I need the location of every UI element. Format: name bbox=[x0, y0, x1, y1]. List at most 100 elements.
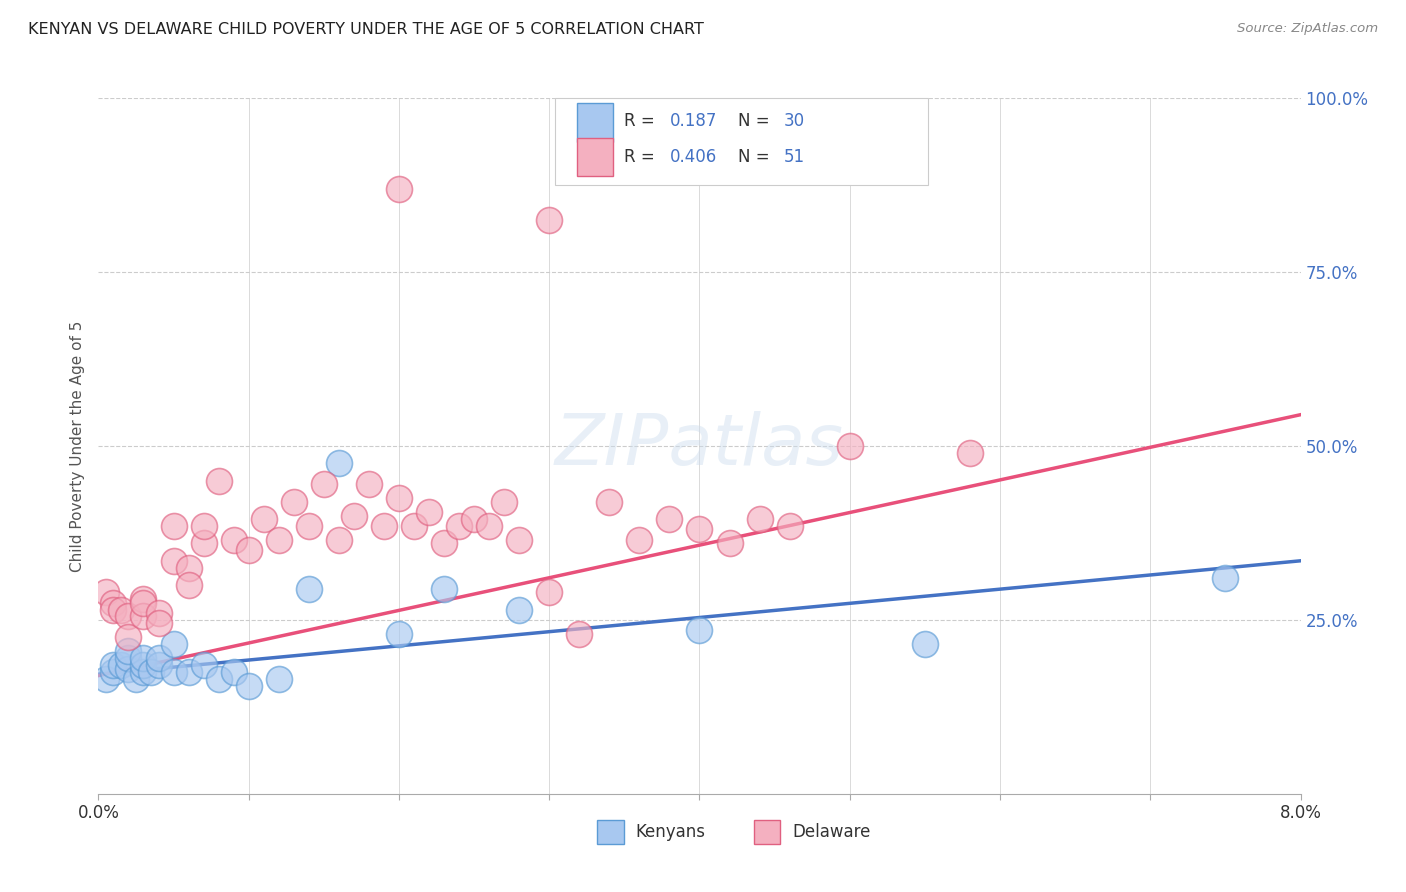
Point bbox=[132, 651, 155, 665]
Point bbox=[148, 606, 170, 620]
Point bbox=[177, 665, 200, 680]
Text: Kenyans: Kenyans bbox=[636, 823, 706, 841]
Point bbox=[117, 644, 139, 658]
Text: Source: ZipAtlas.com: Source: ZipAtlas.com bbox=[1237, 22, 1378, 36]
Y-axis label: Child Poverty Under the Age of 5: Child Poverty Under the Age of 5 bbox=[69, 320, 84, 572]
Point bbox=[148, 616, 170, 631]
Text: 0.187: 0.187 bbox=[669, 112, 717, 130]
Point bbox=[402, 519, 425, 533]
Point bbox=[328, 457, 350, 471]
Point bbox=[103, 665, 125, 680]
Point bbox=[779, 519, 801, 533]
Point bbox=[132, 609, 155, 624]
Point bbox=[658, 512, 681, 526]
Point bbox=[463, 512, 485, 526]
Point bbox=[508, 602, 530, 616]
Text: N =: N = bbox=[738, 112, 775, 130]
Text: ZIPatlas: ZIPatlas bbox=[555, 411, 844, 481]
Point bbox=[914, 637, 936, 651]
Point bbox=[132, 596, 155, 610]
Text: 0.406: 0.406 bbox=[669, 148, 717, 166]
Point bbox=[494, 494, 516, 508]
Point bbox=[283, 494, 305, 508]
Point bbox=[139, 665, 162, 680]
Point bbox=[689, 624, 711, 638]
Point bbox=[538, 585, 561, 599]
Point bbox=[208, 672, 231, 686]
FancyBboxPatch shape bbox=[598, 820, 624, 845]
Point bbox=[447, 519, 470, 533]
Point bbox=[267, 533, 290, 547]
Point bbox=[388, 181, 411, 195]
FancyBboxPatch shape bbox=[754, 820, 780, 845]
Point bbox=[1215, 571, 1237, 585]
Point bbox=[94, 672, 117, 686]
Point bbox=[388, 627, 411, 641]
Point bbox=[433, 582, 456, 596]
Point bbox=[125, 672, 148, 686]
Point bbox=[208, 474, 231, 488]
Point bbox=[298, 582, 321, 596]
Point bbox=[110, 602, 132, 616]
Point bbox=[162, 637, 184, 651]
Point bbox=[117, 651, 139, 665]
Point bbox=[689, 523, 711, 537]
Text: N =: N = bbox=[738, 148, 775, 166]
Point bbox=[103, 658, 125, 673]
Point bbox=[568, 627, 591, 641]
Point bbox=[222, 533, 245, 547]
Point bbox=[162, 519, 184, 533]
Text: 30: 30 bbox=[783, 112, 804, 130]
Point bbox=[357, 477, 380, 491]
Point bbox=[117, 630, 139, 644]
Text: R =: R = bbox=[624, 112, 659, 130]
Point bbox=[117, 609, 139, 624]
FancyBboxPatch shape bbox=[576, 138, 613, 177]
Point bbox=[94, 585, 117, 599]
Text: 51: 51 bbox=[783, 148, 804, 166]
Point bbox=[117, 662, 139, 676]
Point bbox=[598, 494, 620, 508]
Point bbox=[238, 679, 260, 693]
Point bbox=[298, 519, 321, 533]
Point bbox=[162, 665, 184, 680]
Point bbox=[959, 446, 981, 460]
Point bbox=[222, 665, 245, 680]
Point bbox=[312, 477, 335, 491]
Text: R =: R = bbox=[624, 148, 659, 166]
Point bbox=[193, 536, 215, 550]
Point bbox=[177, 561, 200, 575]
Point bbox=[148, 658, 170, 673]
Point bbox=[267, 672, 290, 686]
Point bbox=[132, 592, 155, 607]
Point bbox=[103, 602, 125, 616]
Point bbox=[193, 658, 215, 673]
Point bbox=[418, 505, 440, 519]
Point bbox=[838, 439, 860, 453]
Point bbox=[193, 519, 215, 533]
Point bbox=[177, 578, 200, 592]
Point bbox=[103, 596, 125, 610]
Point bbox=[478, 519, 501, 533]
Point bbox=[508, 533, 530, 547]
Point bbox=[628, 533, 651, 547]
Point bbox=[343, 508, 366, 523]
Point bbox=[110, 658, 132, 673]
Point bbox=[373, 519, 395, 533]
FancyBboxPatch shape bbox=[555, 98, 928, 186]
Text: Delaware: Delaware bbox=[792, 823, 870, 841]
Point bbox=[328, 533, 350, 547]
FancyBboxPatch shape bbox=[576, 103, 613, 142]
Text: KENYAN VS DELAWARE CHILD POVERTY UNDER THE AGE OF 5 CORRELATION CHART: KENYAN VS DELAWARE CHILD POVERTY UNDER T… bbox=[28, 22, 704, 37]
Point bbox=[538, 213, 561, 227]
Point bbox=[253, 512, 276, 526]
Point bbox=[148, 651, 170, 665]
Point bbox=[132, 665, 155, 680]
Point bbox=[748, 512, 770, 526]
Point bbox=[162, 554, 184, 568]
Point bbox=[718, 536, 741, 550]
Point bbox=[132, 658, 155, 673]
Point bbox=[433, 536, 456, 550]
Point bbox=[388, 491, 411, 505]
Point bbox=[238, 543, 260, 558]
